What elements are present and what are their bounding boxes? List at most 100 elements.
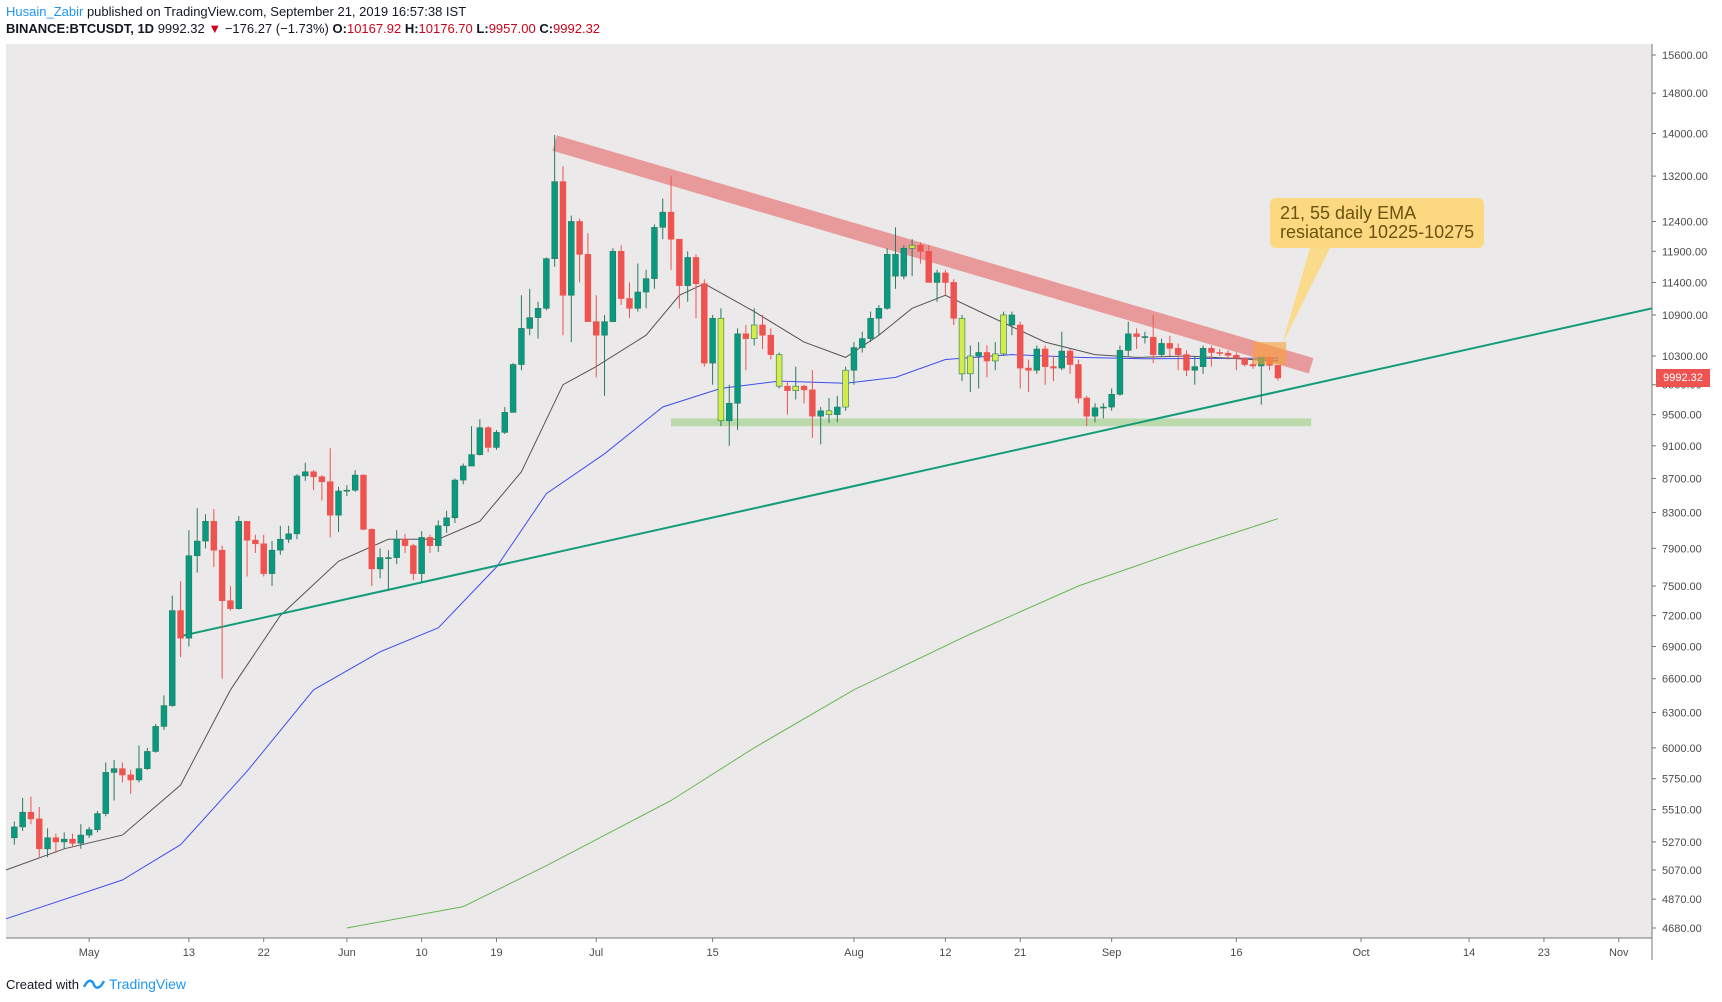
candle [825,398,833,424]
candle-body [883,254,891,309]
candle-body [509,364,517,413]
candle-body [210,521,218,551]
candle [642,269,650,309]
candle-body [94,813,101,830]
candle-body [1174,348,1182,355]
candle-body [867,317,874,339]
candle [177,581,184,658]
candle [1075,359,1082,404]
candle [867,311,874,343]
candle [925,245,932,283]
candle-body [169,610,176,706]
candle [52,833,60,853]
candle-body [900,247,908,277]
candle [418,531,425,583]
candle [218,545,226,679]
candle [468,426,475,467]
candle-body [933,272,941,283]
time-axis[interactable]: May 13 22 Jun 10 19 Jul 15 Aug 12 21 Sep 16 Oct 14 23 No… [79,938,1629,959]
candle [1174,343,1182,371]
candle [327,448,334,538]
x-tick-label: Nov [1609,947,1629,959]
candle [1216,349,1223,357]
candle-body [285,533,292,540]
candle-body [385,557,392,559]
candle [426,534,434,553]
x-tick-label: 10 [416,947,428,959]
candle-body [11,826,18,839]
candle-body [692,257,700,285]
candle-body [543,258,550,309]
candle-body [1116,350,1124,395]
candle-body [426,537,434,546]
candle-body [451,479,459,519]
candle-body [750,324,758,339]
candle [193,508,201,573]
candle-body [859,338,866,348]
candle [992,342,999,371]
candle [127,769,134,794]
author-link[interactable]: Husain_Zabir [6,4,84,19]
candle-body [800,385,808,391]
candle-body [892,254,899,277]
candle [983,345,991,378]
candle [518,295,525,371]
candle-body [983,352,991,362]
y-tick-label: 10900.00 [1662,310,1708,322]
candle-body [376,557,384,570]
candle-body [1191,366,1198,371]
candle [834,395,841,423]
candle [775,352,783,389]
candle-body [817,410,824,417]
candle-body [435,525,442,546]
x-tick-label: 14 [1463,947,1475,959]
candle-body [368,529,375,570]
candle [85,826,93,838]
candle-body [460,465,467,481]
candle-body [834,406,841,415]
x-tick-label: May [79,947,100,959]
tradingview-brand[interactable]: TradingView [108,976,187,992]
candle [110,760,118,801]
candle-body [410,545,417,574]
x-tick-label: 19 [490,947,502,959]
candle [701,279,708,367]
resistance-trend-band [552,135,1314,374]
x-tick-label: 16 [1230,947,1242,959]
candle-body [110,768,118,773]
candle-body [717,317,725,422]
candle [850,342,858,385]
candle-body [726,402,733,422]
candle-body [775,354,783,387]
candle-body [626,298,633,309]
candle [36,806,43,859]
candle [742,325,750,371]
candle [933,269,941,302]
candle [667,176,675,270]
candle [1041,345,1049,385]
candle-body [734,333,741,404]
y-tick-label: 6900.00 [1662,641,1702,653]
ohlc-legend: BINANCE:BTCUSDT, 1D 9992.32 ▼ −176.27 (−… [6,21,600,36]
candle [593,295,600,378]
candle [534,301,542,339]
candle-body [1133,333,1140,337]
candle [1274,364,1282,381]
candle-body [568,221,575,296]
candle [759,314,766,350]
y-tick-label: 8700.00 [1662,473,1702,485]
candle-body [135,768,143,781]
candle-body [1216,352,1223,354]
candle-body [1050,366,1057,369]
ema55-line [5,354,1278,920]
candle-body [193,540,201,557]
candle [634,263,642,312]
candle [626,282,633,319]
high-label: H: [404,21,419,36]
candle [576,218,583,283]
low-value: 9957.00 [488,21,536,36]
price-axis[interactable]: 4680.00 4870.00 5070.00 5270.00 5510.00 5750.… [1652,50,1708,935]
candle [185,530,193,647]
candle-body [701,283,708,364]
